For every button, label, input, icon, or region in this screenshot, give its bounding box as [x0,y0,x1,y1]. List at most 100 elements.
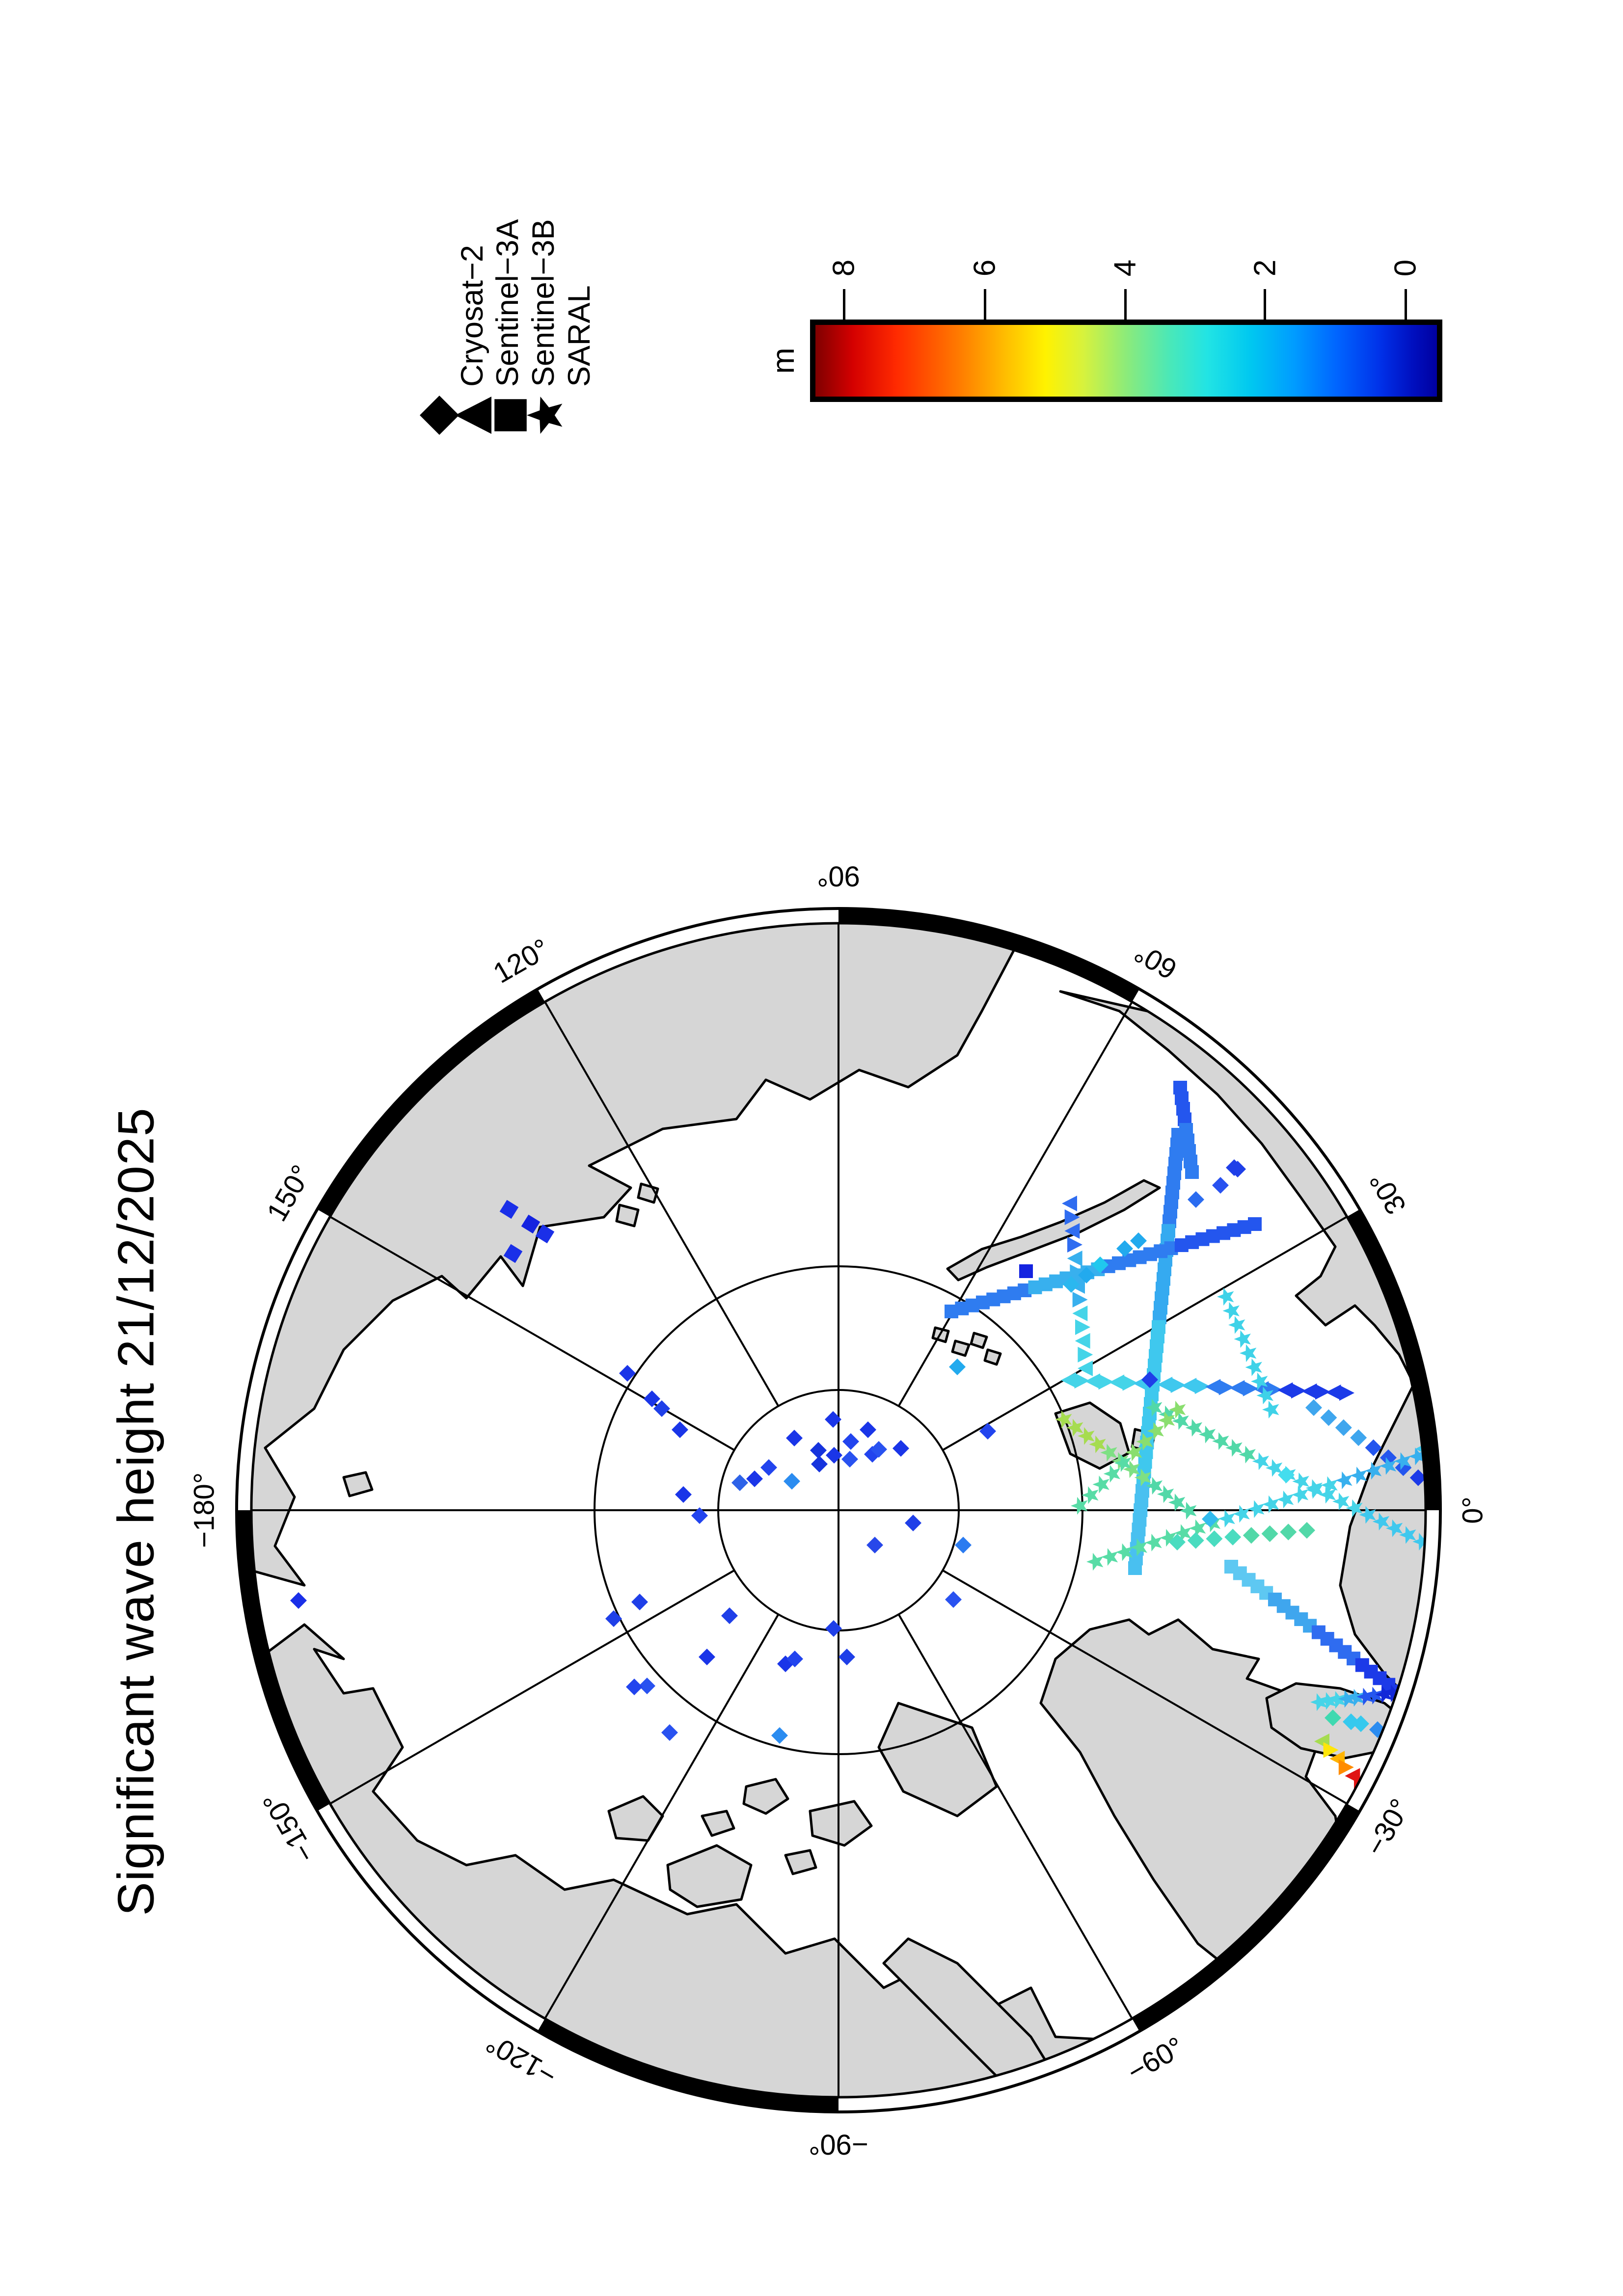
swh-marker [1234,1330,1251,1348]
swh-marker [1085,1373,1101,1389]
swh-marker [1408,1447,1426,1466]
swh-marker [1098,1374,1114,1390]
meridian-line [544,1614,780,2019]
swh-marker [1298,1522,1315,1539]
swh-marker [1379,1457,1397,1475]
data-marker-layer [290,1081,1469,1792]
swh-marker [1064,1209,1080,1225]
swh-marker [1206,1530,1223,1548]
swh-marker [1188,1191,1204,1208]
swh-marker [1145,1477,1163,1495]
ring-black-sector [317,989,545,1217]
swh-marker [1067,1237,1082,1253]
swh-marker [997,1289,1011,1304]
swh-marker [499,1200,519,1219]
swh-marker [1172,1412,1189,1430]
swh-marker [1109,1374,1125,1390]
swh-marker [1089,1435,1106,1453]
swh-marker [1100,1443,1117,1462]
swh-marker [1291,1383,1306,1399]
swh-marker [1078,1347,1093,1362]
swh-marker [1245,1358,1262,1376]
swh-marker [1217,1226,1231,1240]
swh-marker [1251,1372,1268,1390]
swh-marker [866,1537,883,1553]
map-frame-ring [235,907,1442,2113]
land-franz-josef-3 [970,1332,988,1349]
swh-marker [1375,1685,1392,1704]
swh-marker [1339,1385,1354,1401]
swh-marker [699,1649,715,1665]
swh-marker [1438,1438,1455,1456]
swh-marker [521,1214,541,1234]
swh-marker [1243,1527,1260,1544]
swh-marker [826,1447,842,1464]
swh-marker [784,1473,800,1490]
swh-marker [1301,1383,1317,1399]
legend-symbol-star-icon [527,397,563,434]
swh-marker [535,1224,555,1244]
swh-marker [1154,1244,1168,1258]
swh-marker [1082,1486,1099,1504]
swh-marker [661,1724,678,1741]
swh-marker [1123,1460,1140,1478]
swh-marker [1194,1378,1210,1394]
swh-marker [1061,1372,1076,1388]
swh-marker [1071,1496,1088,1515]
swh-marker [1356,1687,1374,1706]
legend-symbol-triangle-icon [455,397,491,434]
swh-marker [1212,1432,1229,1450]
land-arctic-island-3 [784,1849,817,1875]
meridian-line [544,1001,780,1407]
swh-marker [1202,1511,1218,1527]
swh-marker [1145,1533,1162,1551]
ring-black-sector [1132,1803,1360,2031]
colorbar-gradient [810,320,1442,402]
swh-marker [1179,1123,1193,1137]
swh-marker [979,1423,996,1440]
meridian-line [897,1001,1133,1407]
swh-marker [1412,1533,1426,1551]
swh-marker [1323,1742,1339,1758]
swh-marker [771,1727,788,1744]
land-scandinavia-nw-russia [1059,990,1426,1729]
meridian-label: 0° [1457,1496,1489,1524]
swh-marker [1394,1452,1411,1470]
ring-black-sector [838,908,1139,1002]
meridian-label: 90° [817,860,860,892]
swh-marker [1182,1144,1196,1158]
swh-marker [1237,1220,1251,1234]
colorbar-tick [1404,289,1407,320]
swh-marker [1278,1467,1295,1483]
swh-marker [1252,1452,1270,1470]
swh-marker [1092,1256,1109,1273]
swh-marker [1276,1491,1294,1509]
swh-marker [945,1305,958,1318]
swh-marker [1212,1177,1229,1194]
swh-marker [905,1515,921,1531]
swh-marker [1453,1433,1469,1451]
swh-marker [1291,1486,1309,1504]
legend-symbol-square-icon [494,399,527,431]
swh-marker [1453,1553,1469,1571]
swh-marker [839,1649,855,1665]
meridian-label: −90° [809,2128,868,2161]
meridian-label: −180° [188,1472,220,1548]
swh-marker [1206,1229,1220,1243]
swh-marker [1180,1501,1197,1520]
swh-marker [1185,1418,1202,1437]
swh-marker [945,1591,962,1608]
swh-marker [639,1678,655,1694]
meridian-line [897,1614,1133,2019]
swh-marker [870,1441,887,1458]
swh-marker [691,1507,708,1524]
swh-marker [1130,1538,1147,1556]
swh-marker [1078,1361,1093,1376]
swh-marker [1439,1546,1456,1564]
swh-marker [1185,1165,1199,1179]
swh-marker [810,1442,827,1459]
swh-marker [1372,1513,1390,1531]
swh-marker [1310,1693,1327,1711]
swh-marker [1229,1380,1245,1396]
